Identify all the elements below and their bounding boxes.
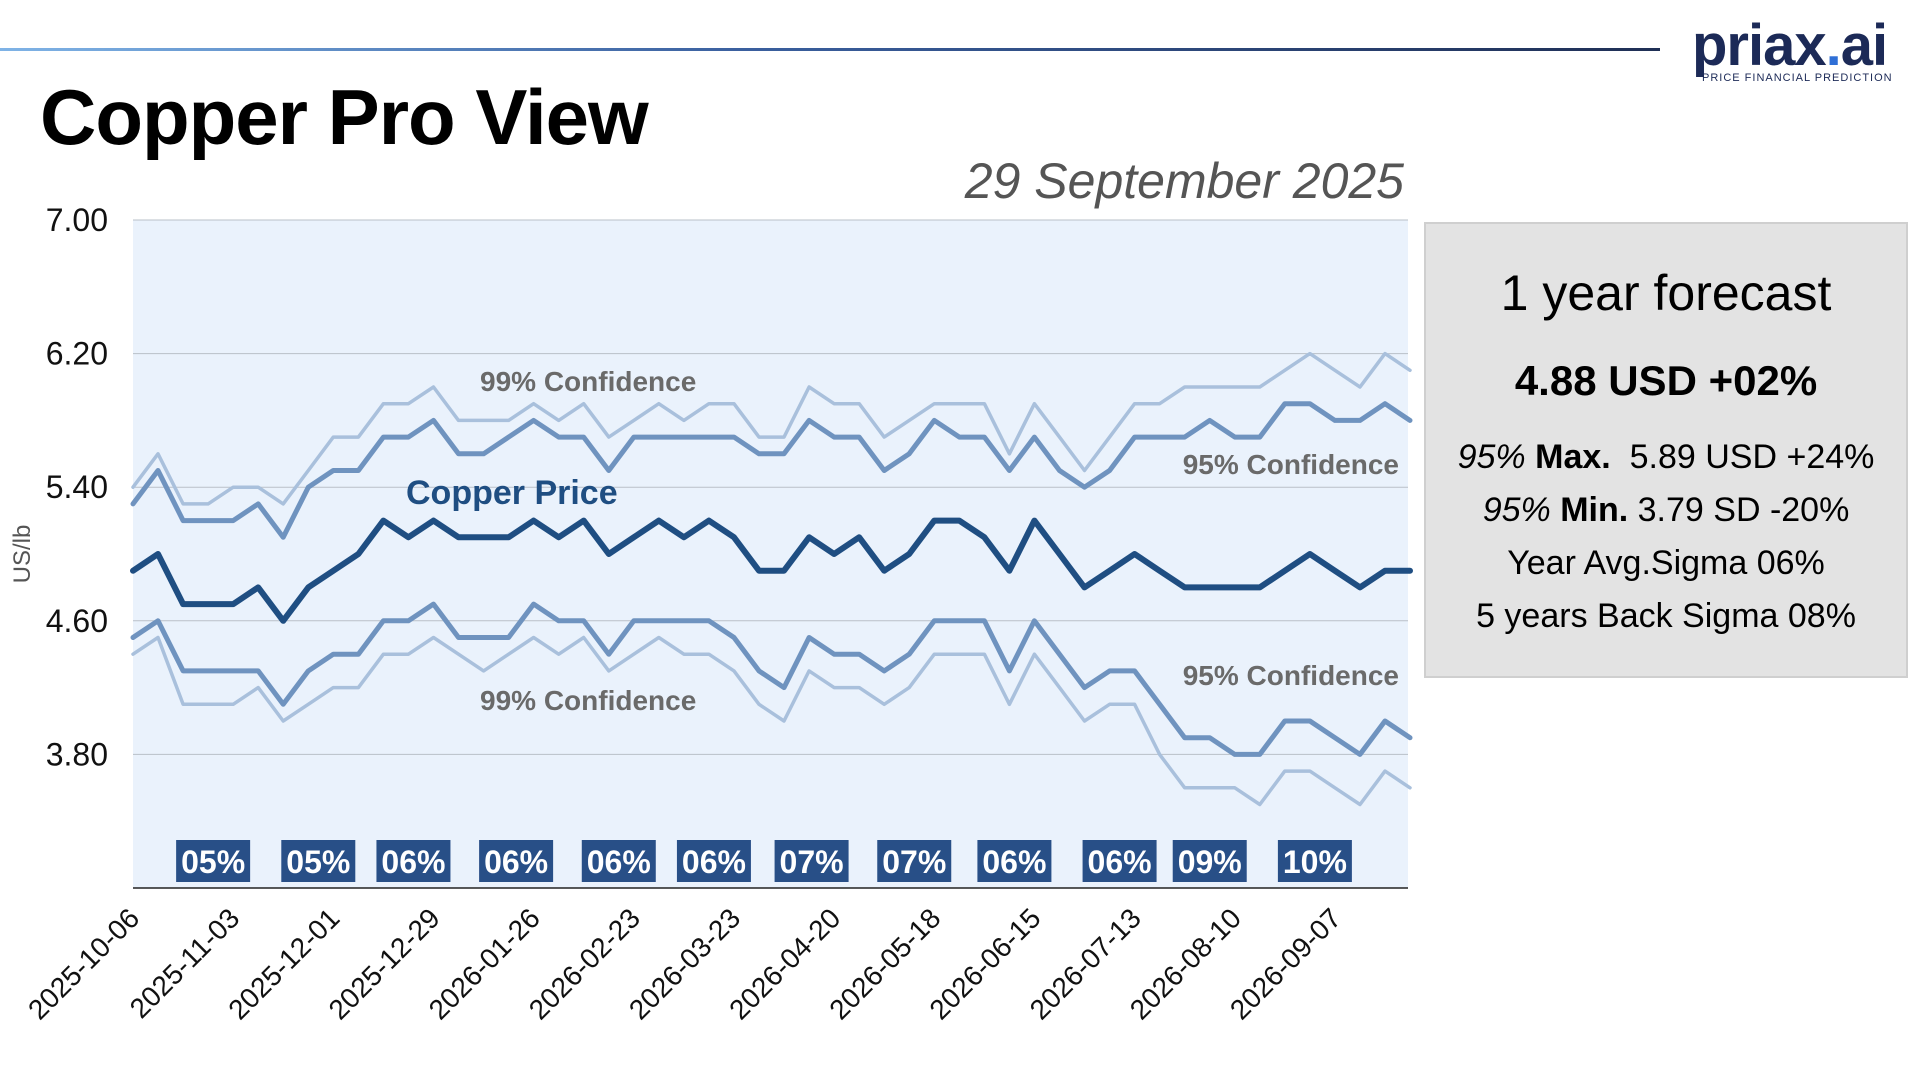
sigma-badge: 07% — [877, 840, 952, 882]
sigma-badge: 09% — [1172, 840, 1247, 882]
series-label-u95: 95% Confidence — [1183, 449, 1399, 480]
forecast-title: 1 year forecast — [1500, 265, 1832, 321]
sigma-badge-bg — [1172, 840, 1247, 882]
sigma-badge-label: 06% — [682, 844, 746, 880]
forecast-max-prefix: 95% — [1457, 438, 1526, 476]
sigma-badges: 05% 05% 06% 06% 06% 06% 07% 07% 06% 06% 09% 10% — [176, 840, 1352, 882]
sigma-badge: 05% — [176, 840, 251, 882]
y-axis: 7.00 6.20 5.40 4.60 3.80 — [46, 202, 108, 772]
series-lines — [130, 351, 1413, 807]
gridlines — [133, 219, 1408, 755]
forecast-back-sigma: 5 years Back Sigma 08% — [1476, 597, 1856, 635]
series-label-price: Copper Price — [406, 474, 618, 512]
series-line-l95 — [130, 601, 1413, 757]
sigma-badge-bg — [1277, 840, 1352, 882]
forecast-panel: 1 year forecast 4.88 USD +02% 95% Max. 5… — [1424, 222, 1908, 678]
sigma-badge-label: 10% — [1283, 844, 1347, 880]
y-tick-label: 4.60 — [46, 603, 108, 639]
series-line-u95 — [130, 401, 1413, 540]
header-rule — [0, 48, 1660, 51]
sigma-badge-label: 06% — [982, 844, 1046, 880]
series-label-l95: 95% Confidence — [1183, 660, 1399, 691]
series-label-l99: 99% Confidence — [480, 685, 696, 716]
series-labels: 99% Confidence 95% Confidence Copper Price… — [406, 366, 1399, 716]
series-label-u99: 99% Confidence — [480, 366, 696, 397]
sigma-badge: 06% — [1082, 840, 1157, 882]
sigma-badge: 06% — [376, 840, 451, 882]
sigma-badge-bg — [1082, 840, 1157, 882]
report-date: 29 September 2025 — [964, 153, 1404, 209]
sigma-badge: 10% — [1277, 840, 1352, 882]
sigma-badge: 06% — [977, 840, 1052, 882]
sigma-badge-label: 05% — [181, 844, 245, 880]
sigma-badge: 05% — [281, 840, 356, 882]
sigma-badge-label: 07% — [882, 844, 946, 880]
sigma-badge: 06% — [676, 840, 751, 882]
sigma-badge-label: 07% — [780, 844, 844, 880]
series-line-l99 — [131, 635, 1412, 807]
sigma-badge-bg — [176, 840, 251, 882]
logo-wordmark: priax.ai — [1692, 13, 1888, 78]
sigma-badge-bg — [581, 840, 656, 882]
sigma-badge-bg — [376, 840, 451, 882]
forecast-avg-sigma: Year Avg.Sigma 06% — [1507, 544, 1825, 582]
y-tick-label: 6.20 — [46, 336, 108, 372]
forecast-max-row: 95% Max. 5.89 USD +24% — [1426, 438, 1906, 477]
sigma-badge-bg — [479, 840, 554, 882]
sigma-badge-bg — [774, 840, 849, 882]
sigma-badge-bg — [676, 840, 751, 882]
sigma-badge-label: 06% — [484, 844, 548, 880]
y-axis-label: US/lb — [9, 525, 36, 584]
sigma-badge-label: 09% — [1178, 844, 1242, 880]
page-title: Copper Pro View — [40, 73, 649, 161]
sigma-badge: 06% — [581, 840, 656, 882]
y-tick-label: 3.80 — [46, 736, 108, 772]
forecast-max-value: 5.89 USD +24% — [1629, 438, 1875, 476]
sigma-badge-label: 06% — [381, 844, 445, 880]
forecast-price: 4.88 USD +02% — [1514, 357, 1818, 404]
brand-logo: priax.ai PRICE FINANCIAL PREDICTION — [1680, 14, 1900, 86]
forecast-min-row: 95% Min. 3.79 SD -20% — [1426, 491, 1906, 530]
y-tick-label: 7.00 — [46, 202, 108, 238]
forecast-min-label: Min. — [1560, 491, 1629, 529]
sigma-badge: 07% — [774, 840, 849, 882]
sigma-badge-label: 05% — [286, 844, 350, 880]
sigma-badge-bg — [281, 840, 356, 882]
sigma-badge-bg — [877, 840, 952, 882]
forecast-min-value: 3.79 SD -20% — [1637, 491, 1850, 529]
plot-area — [133, 220, 1408, 888]
x-axis: 2025-10-062025-11-032025-12-012025-12-29… — [22, 902, 1347, 1025]
series-line-u99 — [131, 351, 1412, 506]
sigma-badge-label: 06% — [1088, 844, 1152, 880]
forecast-min-prefix: 95% — [1482, 491, 1551, 529]
sigma-badge-label: 06% — [587, 844, 651, 880]
forecast-max-label: Max. — [1535, 438, 1611, 476]
sigma-badge-bg — [977, 840, 1052, 882]
x-tick-label: 2025-10-06 — [22, 902, 145, 1025]
series-line-price — [130, 517, 1413, 624]
y-tick-label: 5.40 — [46, 469, 108, 505]
logo-tagline: PRICE FINANCIAL PREDICTION — [1702, 72, 1893, 84]
sigma-badge: 06% — [479, 840, 554, 882]
